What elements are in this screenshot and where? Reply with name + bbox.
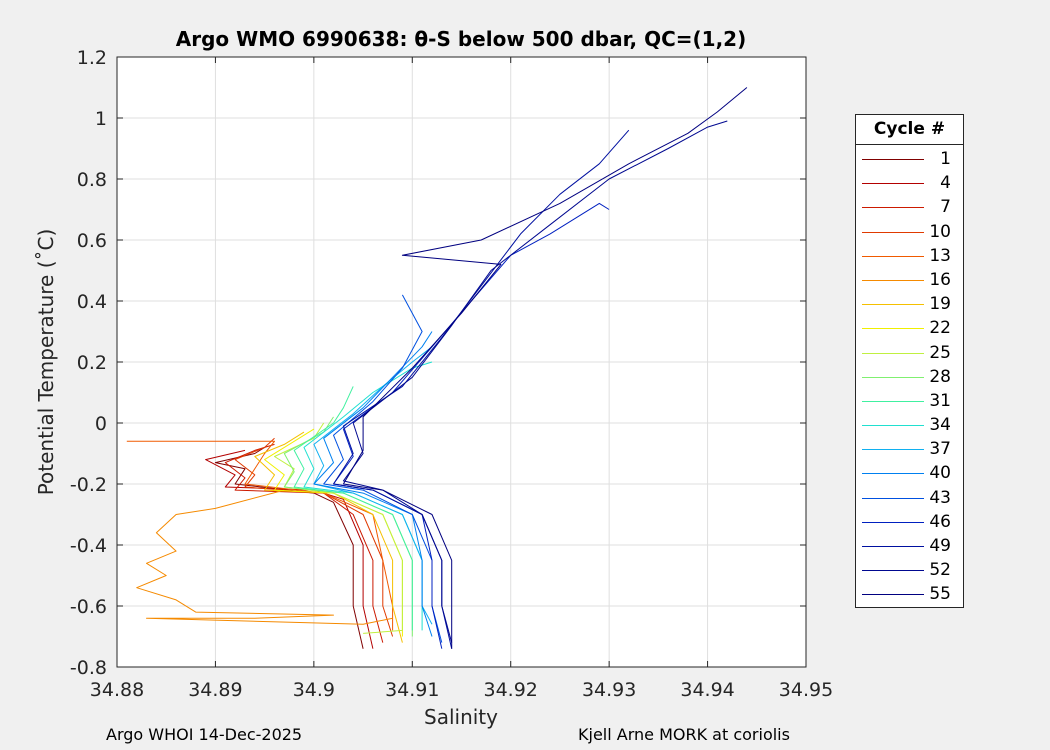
legend-swatch (862, 328, 924, 330)
legend-entry: 52 (856, 558, 963, 582)
legend-swatch (862, 497, 924, 499)
axis-ticks: 34.88 34.89 34.9 34.91 34.92 34.93 34.94 34.95 -… (70, 47, 833, 701)
legend-entry: 40 (856, 461, 963, 485)
y-tick-label: 0 (95, 413, 107, 435)
series-line-6 (136, 489, 393, 625)
legend-label: 43 (929, 487, 951, 508)
footer-right-text: Kjell Arne MORK at coriolis (578, 725, 790, 744)
legend-label: 19 (929, 294, 951, 315)
legend-swatch (862, 594, 924, 596)
legend-label: 52 (929, 560, 951, 581)
legend-entry: 13 (856, 244, 963, 268)
legend-label: 7 (940, 197, 951, 218)
y-tick-label: 1 (95, 108, 107, 130)
legend-entry: 34 (856, 413, 963, 437)
legend-swatch (862, 231, 924, 233)
y-axis-label: Potential Temperature (˚C) (34, 229, 58, 496)
legend-label: 25 (929, 342, 951, 363)
legend-swatch (862, 449, 924, 451)
legend-entry: 31 (856, 389, 963, 413)
footer-left-text: Argo WHOI 14-Dec-2025 (106, 725, 303, 744)
legend-swatch (862, 425, 924, 427)
legend-swatch (862, 546, 924, 547)
x-tick-label: 34.93 (582, 679, 636, 701)
legend-label: 13 (929, 245, 951, 266)
legend-title: Cycle # (856, 115, 963, 145)
grid (117, 57, 806, 667)
legend-swatch (862, 473, 924, 475)
legend-entry: 19 (856, 292, 963, 316)
y-tick-label: 0.2 (77, 352, 107, 374)
legend-swatch (862, 570, 924, 572)
legend-swatch (862, 376, 924, 378)
legend-swatch (862, 255, 924, 257)
legend-swatch (862, 400, 924, 402)
legend-label: 46 (929, 511, 951, 532)
legend-entry: 28 (856, 365, 963, 389)
y-tick-label: -0.4 (70, 535, 107, 557)
legend-label: 1 (940, 149, 951, 169)
legend-items: 1 4 7 10 13 16 19 22 25 28 31 34 37 40 43 46 49 52 55 (856, 145, 963, 607)
y-tick-label: -0.2 (70, 474, 107, 496)
x-tick-label: 34.92 (484, 679, 538, 701)
legend-swatch (862, 279, 924, 281)
legend-swatch (862, 207, 924, 209)
legend-swatch (862, 521, 924, 523)
y-tick-label: -0.8 (70, 657, 107, 679)
legend-entry: 37 (856, 437, 963, 461)
y-tick-label: 0.6 (77, 230, 107, 252)
legend-swatch (862, 183, 924, 185)
legend-label: 55 (929, 584, 951, 605)
legend-label: 28 (929, 366, 951, 387)
y-tick-label: 0.4 (77, 291, 107, 313)
y-tick-label: -0.6 (70, 596, 107, 618)
legend-label: 49 (929, 536, 951, 556)
x-tick-label: 34.95 (779, 679, 833, 701)
x-tick-label: 34.89 (188, 679, 242, 701)
series-line-9 (274, 422, 403, 634)
legend-entry: 46 (856, 510, 963, 534)
legend-swatch (862, 352, 924, 354)
y-tick-label: 0.8 (77, 169, 107, 191)
legend: Cycle # 1 4 7 10 13 16 19 22 25 28 31 34 37 40 43 46 49 5… (855, 114, 964, 608)
x-tick-label: 34.88 (90, 679, 144, 701)
legend-label: 34 (929, 415, 951, 436)
series-line-11 (293, 386, 413, 631)
legend-label: 40 (929, 463, 951, 484)
legend-entry: 1 (856, 147, 963, 171)
series-line-14 (313, 331, 433, 637)
legend-label: 22 (929, 318, 951, 339)
legend-entry: 43 (856, 486, 963, 510)
legend-entry: 49 (856, 534, 963, 558)
x-tick-label: 34.94 (680, 679, 734, 701)
legend-label: 4 (940, 173, 951, 194)
x-axis-label: Salinity (424, 705, 498, 729)
series-line-16 (333, 202, 610, 649)
x-tick-label: 34.9 (293, 679, 335, 701)
legend-label: 16 (929, 269, 951, 290)
legend-entry: 10 (856, 220, 963, 244)
series-line-19 (342, 87, 748, 649)
data-series (126, 87, 748, 649)
series-line-18 (342, 120, 728, 643)
legend-label: 10 (929, 221, 951, 242)
legend-entry: 55 (856, 582, 963, 606)
y-tick-label: 1.2 (77, 47, 107, 69)
legend-entry: 16 (856, 268, 963, 292)
legend-label: 37 (929, 439, 951, 460)
x-tick-label: 34.91 (385, 679, 439, 701)
legend-entry: 22 (856, 316, 963, 340)
legend-entry: 7 (856, 195, 963, 219)
legend-label: 31 (929, 390, 951, 411)
chart-title: Argo WMO 6990638: θ-S below 500 dbar, QC… (176, 27, 746, 51)
legend-swatch (862, 304, 924, 306)
series-line-4 (234, 437, 394, 637)
legend-entry: 4 (856, 171, 963, 195)
legend-swatch (862, 159, 924, 160)
legend-entry: 25 (856, 341, 963, 365)
